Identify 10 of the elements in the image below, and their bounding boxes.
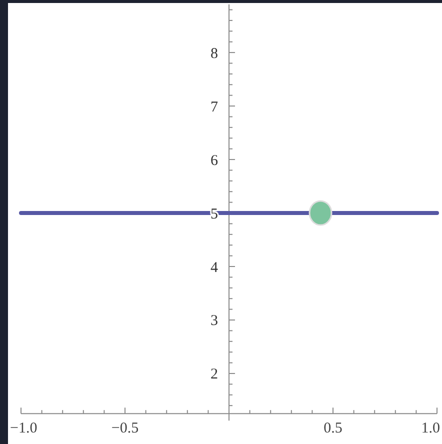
y-tick-label: 2 (210, 366, 218, 383)
y-tick-label: 7 (210, 99, 218, 116)
y-tick-label: 8 (210, 46, 218, 62)
y-tick-label: 4 (210, 260, 218, 276)
x-tick-label: −1.0 (10, 420, 38, 437)
y-tick-label: 6 (210, 152, 218, 169)
x-tick-label: 1.0 (421, 420, 440, 437)
y-tick-label: 3 (210, 313, 218, 330)
x-tick-label: 0.5 (324, 420, 342, 437)
x-tick-label: −0.5 (111, 420, 139, 437)
